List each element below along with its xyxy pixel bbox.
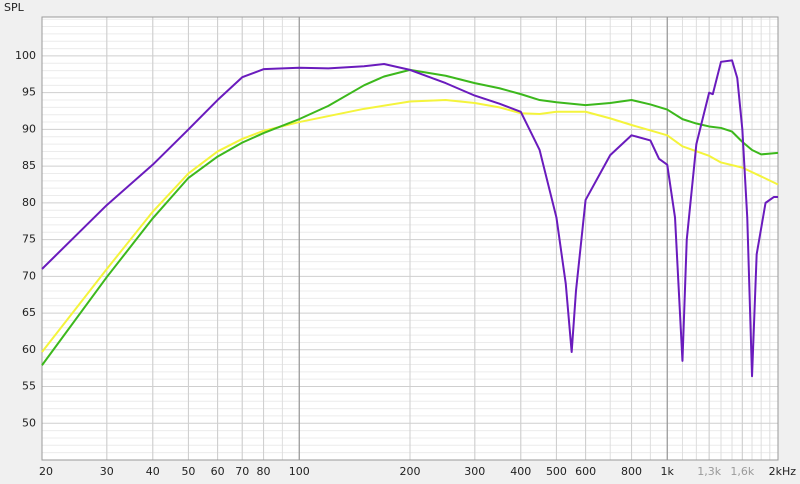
spl-curve [41,99,779,353]
spl-curve [41,68,779,366]
x-tick-label: 400 [510,465,531,478]
spl-curve [41,59,778,378]
y-tick-label: 55 [22,380,36,393]
x-tick-label: 600 [575,465,596,478]
x-tick-label: 30 [100,465,114,478]
y-tick-label: 65 [22,306,36,319]
x-tick-label: 2kHz [769,465,797,478]
x-tick-label: 1k [661,465,675,478]
y-tick-label: 75 [22,233,36,246]
x-tick-label: 70 [235,465,249,478]
x-tick-label: 300 [464,465,485,478]
x-tick-label: 80 [257,465,271,478]
x-tick-label: 50 [181,465,195,478]
x-tick-label: 40 [146,465,160,478]
x-tick-label: 1,3k [697,465,721,478]
x-tick-label: 200 [400,465,421,478]
y-tick-label: 50 [22,416,36,429]
x-tick-label: 500 [546,465,567,478]
x-tick-label: 20 [39,465,53,478]
x-tick-label: 800 [621,465,642,478]
plot-frame [41,16,779,461]
y-tick-label: 90 [22,122,36,135]
x-tick-label: 60 [211,465,225,478]
y-tick-label: 70 [22,269,36,282]
y-tick-label: 60 [22,343,36,356]
y-tick-label: 80 [22,196,36,209]
y-tick-label: 95 [22,86,36,99]
y-tick-label: 100 [15,49,36,62]
y-axis-title: SPL [4,1,25,14]
y-tick-label: 85 [22,159,36,172]
x-tick-label: 100 [289,465,310,478]
x-tick-label: 1,6k [730,465,754,478]
